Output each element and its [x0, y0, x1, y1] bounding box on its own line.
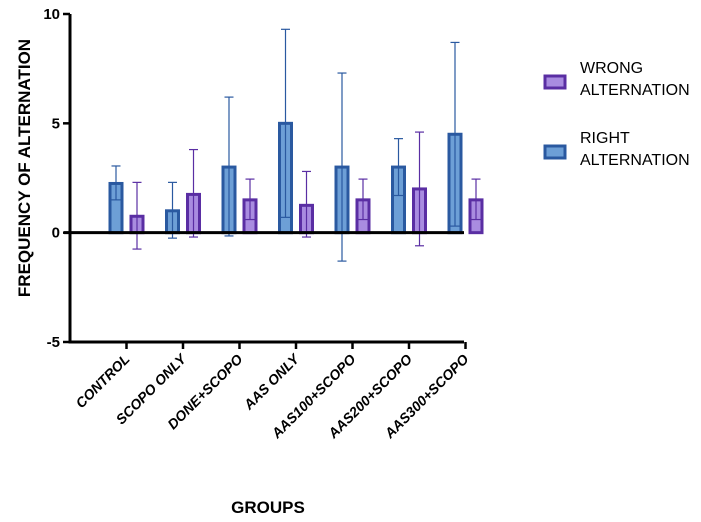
y-tick-label-1: 0 — [52, 225, 60, 242]
axes-layer — [64, 14, 464, 344]
y-tick-label-3: 10 — [43, 6, 60, 23]
legend-label-wrong-line1: WRONG — [580, 60, 643, 77]
legend-swatch-right — [543, 144, 567, 160]
y-tick-label-0: -5 — [47, 334, 60, 351]
y-tick-label-2: 5 — [52, 115, 60, 132]
x-tick-label-0: CONTROL — [72, 351, 132, 411]
legend-label-wrong-line2: ALTERNATION — [580, 82, 690, 99]
bars-layer — [108, 28, 484, 262]
y-axis-title: FREQUENCY OF ALTERNATION — [15, 39, 34, 297]
legend-label-right-line2: ALTERNATION — [580, 152, 690, 169]
legend-swatch-wrong — [543, 74, 567, 90]
legend: WRONG ALTERNATION RIGHT ALTERNATION — [543, 60, 690, 169]
x-axis-title: GROUPS — [231, 498, 305, 517]
legend-label-right-line1: RIGHT — [580, 130, 630, 147]
